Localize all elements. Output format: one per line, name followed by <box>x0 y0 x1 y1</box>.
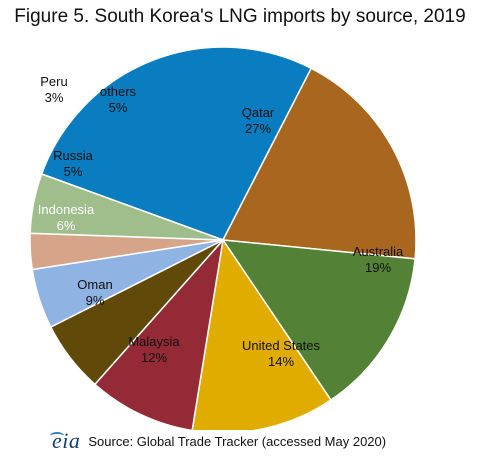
slice-percent-others: 5% <box>109 100 128 115</box>
slice-percent-oman: 9% <box>86 293 105 308</box>
pie-slice-oman <box>93 237 225 430</box>
slice-percent-qatar: 27% <box>245 121 271 136</box>
slice-label-others: others <box>100 84 137 99</box>
slice-label-qatar: Qatar <box>242 105 275 120</box>
logo-swoosh-icon <box>50 432 64 440</box>
chart-title: Figure 5. South Korea's LNG imports by s… <box>14 6 466 27</box>
slice-percent-malaysia: 12% <box>141 350 167 365</box>
pie-slice-united-states <box>221 239 416 402</box>
slice-percent-russia: 5% <box>64 164 83 179</box>
source-footer: eia Source: Global Trade Tracker (access… <box>50 428 387 454</box>
slice-percent-peru: 3% <box>45 90 64 105</box>
slice-percent-australia: 19% <box>365 260 391 275</box>
slice-percent-united-states: 14% <box>268 354 294 369</box>
slice-label-malaysia: Malaysia <box>128 334 180 349</box>
slice-label-russia: Russia <box>53 148 94 163</box>
slice-percent-indonesia: 6% <box>57 218 76 233</box>
pie-slice-malaysia <box>191 238 332 430</box>
pie-slice-qatar <box>40 46 313 241</box>
slice-label-united-states: United States <box>242 338 321 353</box>
slice-label-indonesia: Indonesia <box>38 202 95 217</box>
eia-logo: eia <box>50 430 80 452</box>
pie-slice-australia <box>221 67 417 260</box>
pie-slice-others <box>29 173 224 241</box>
slice-label-peru: Peru <box>40 74 67 89</box>
source-note: Source: Global Trade Tracker (accessed M… <box>88 433 387 449</box>
slice-label-australia: Australia <box>353 244 404 259</box>
slice-label-oman: Oman <box>77 277 112 292</box>
